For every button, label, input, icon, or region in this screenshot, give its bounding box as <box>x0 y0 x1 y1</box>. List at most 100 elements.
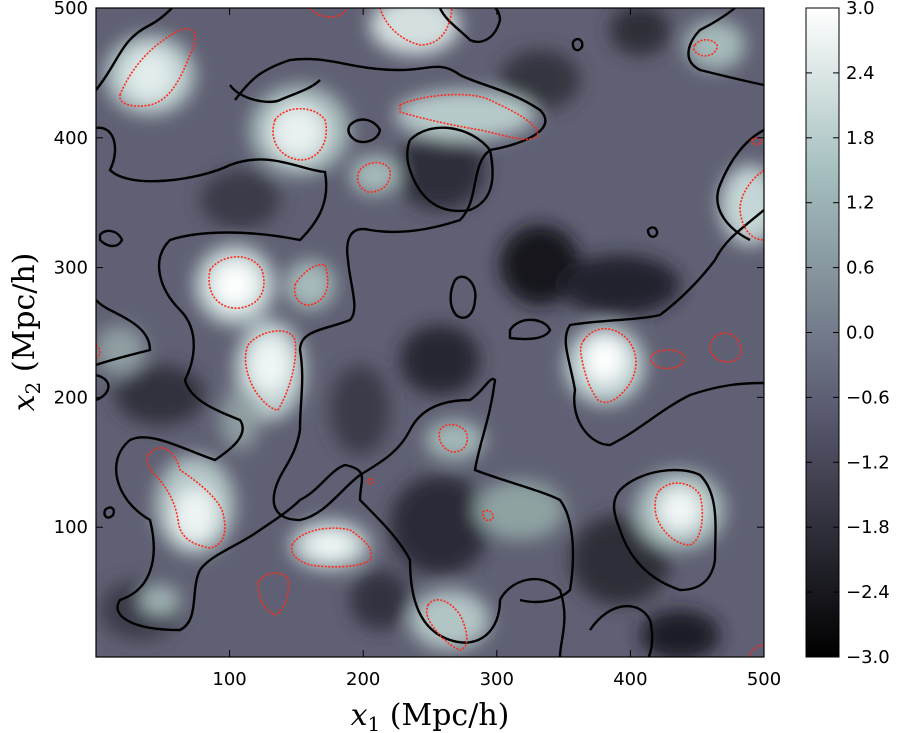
contour-high <box>649 349 685 370</box>
overdense-region <box>425 420 485 460</box>
overdense-region <box>125 50 175 100</box>
overdense-region <box>370 8 460 55</box>
contour-high <box>272 108 327 161</box>
contour-zero <box>438 8 502 43</box>
contour-high <box>482 509 494 522</box>
contour-high <box>290 527 372 568</box>
y-tick-label: 400 <box>54 128 88 149</box>
contour-zero <box>612 468 717 592</box>
contour-high <box>739 169 764 241</box>
y-tick-label: 500 <box>54 0 88 19</box>
void-region <box>350 570 410 630</box>
contour-zero <box>347 118 382 144</box>
colorbar-tick-label: −1.8 <box>846 517 890 538</box>
contour-high <box>356 161 391 193</box>
contour-high <box>146 447 226 549</box>
x-tick-label: 300 <box>480 669 514 690</box>
contour-zero <box>96 126 566 657</box>
colorbar-tick-label: −2.4 <box>846 582 890 603</box>
contour-high <box>692 38 718 57</box>
contour-zero <box>96 8 173 91</box>
void-region <box>200 170 280 230</box>
overdense-region <box>658 488 702 532</box>
y-axis-ticks: 100 200 300 400 500 <box>54 0 764 538</box>
contour-zero <box>406 126 494 213</box>
field-density-blobs <box>96 8 764 657</box>
contour-high <box>309 8 346 18</box>
overdense-region <box>720 165 764 245</box>
overdense-region <box>585 338 625 382</box>
void-region <box>570 515 670 605</box>
overdense-region <box>173 487 217 543</box>
overdense-region <box>213 263 257 307</box>
void-region <box>560 255 680 315</box>
void-region <box>395 130 485 210</box>
contour-zero <box>564 209 764 447</box>
contour-zero <box>716 128 764 242</box>
void-region <box>610 8 670 55</box>
contour-high <box>709 332 742 363</box>
contour-high <box>244 330 297 411</box>
x-axis-label: x1 (Mpc/h) <box>351 698 510 733</box>
colorbar-tick-label: 0.6 <box>846 258 875 279</box>
overdense-region <box>140 585 180 615</box>
contour-zero <box>96 373 110 402</box>
contour-high <box>579 327 637 404</box>
contour-high <box>654 482 704 546</box>
contours-high <box>96 8 764 657</box>
void-region <box>390 475 490 575</box>
contour-zero <box>571 37 584 52</box>
overdense-region <box>410 590 490 650</box>
contour-high <box>96 344 101 359</box>
contour-high <box>367 477 374 485</box>
x-axis-ticks: 100 200 300 400 500 <box>212 8 781 690</box>
contour-zero <box>103 506 115 519</box>
contour-high <box>399 93 539 141</box>
contour-zero <box>449 275 477 319</box>
y-tick-label: 200 <box>54 387 88 408</box>
overdense-region <box>96 325 145 375</box>
contour-zero <box>96 299 152 367</box>
contour-high <box>747 644 764 657</box>
colorbar-tick-label: 1.2 <box>846 193 875 214</box>
contour-high <box>208 256 265 309</box>
contour-zero <box>589 605 654 657</box>
colorbar-ticks: 3.0 2.4 1.8 1.2 0.6 0.0 −0.6 −1.2 −1.8 −2.4 −3.0 <box>806 0 890 668</box>
contour-zero <box>234 57 575 604</box>
contour-zero <box>508 318 552 341</box>
overdense-region <box>270 104 326 160</box>
void-region <box>400 325 480 395</box>
x-tick-label: 200 <box>346 669 380 690</box>
contour-zero <box>229 79 321 104</box>
contour-high <box>379 8 453 46</box>
colorbar-tick-label: 2.4 <box>846 63 875 84</box>
colorbar-tick-label: 0.0 <box>846 323 875 344</box>
void-region <box>640 610 720 657</box>
plot-frame <box>95 7 765 658</box>
contours-zero <box>96 8 764 657</box>
colorbar-tick-label: −0.6 <box>846 387 890 408</box>
colorbar-tick-label: 1.8 <box>846 128 875 149</box>
colorbar-tick-label: 3.0 <box>846 0 875 19</box>
contour-zero <box>687 8 764 87</box>
contour-zero <box>98 229 124 248</box>
y-axis-label: x2 (Mpc/h) <box>7 253 45 412</box>
y-tick-label: 300 <box>54 258 88 279</box>
contour-high <box>119 28 196 107</box>
overdense-region <box>250 337 290 393</box>
contour-zero <box>646 226 659 238</box>
y-tick-label: 100 <box>54 517 88 538</box>
field-map <box>96 8 764 657</box>
x-tick-label: 400 <box>613 669 647 690</box>
colorbar-tick-label: −1.2 <box>846 452 890 473</box>
overdense-region <box>308 533 352 557</box>
contour-high <box>751 137 763 146</box>
x-tick-label: 500 <box>747 669 781 690</box>
overdense-region <box>395 90 535 140</box>
overdense-region <box>350 155 400 195</box>
void-region <box>500 50 580 110</box>
overdense-region <box>685 20 745 70</box>
x-tick-label: 100 <box>212 669 246 690</box>
contour-high <box>257 572 290 616</box>
